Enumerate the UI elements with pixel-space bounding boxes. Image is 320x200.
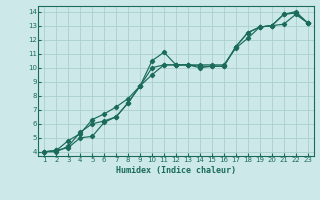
X-axis label: Humidex (Indice chaleur): Humidex (Indice chaleur) [116, 166, 236, 175]
